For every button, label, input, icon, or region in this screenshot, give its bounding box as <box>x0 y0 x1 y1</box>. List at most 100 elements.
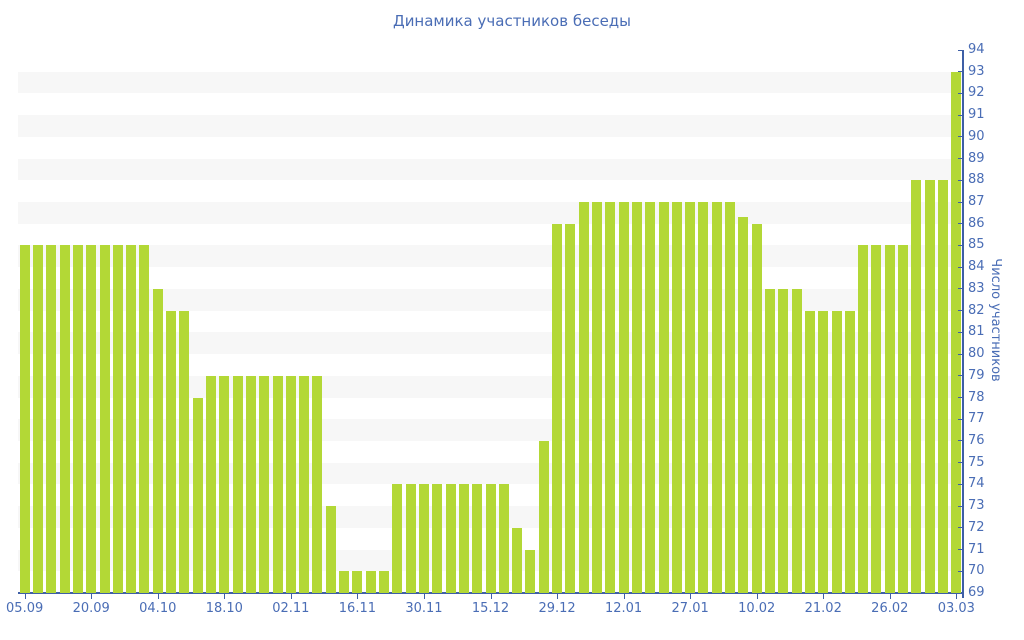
bar[interactable] <box>86 245 97 593</box>
bar[interactable] <box>618 202 629 593</box>
bar[interactable] <box>192 397 203 593</box>
x-axis-tick <box>490 594 492 599</box>
bar[interactable] <box>884 245 895 593</box>
bar[interactable] <box>418 484 429 593</box>
bar[interactable] <box>525 549 536 593</box>
y-axis-tick-label: 70 <box>968 563 985 579</box>
y-axis-tick-label: 73 <box>968 498 985 514</box>
bar[interactable] <box>685 202 696 593</box>
x-axis-tick <box>823 594 825 599</box>
bar[interactable] <box>565 223 576 593</box>
x-axis-tick-label: 04.10 <box>139 601 177 616</box>
bar[interactable] <box>871 245 882 593</box>
y-axis-tick <box>958 136 964 138</box>
bar[interactable] <box>658 202 669 593</box>
bar[interactable] <box>312 375 323 593</box>
bar[interactable] <box>645 202 656 593</box>
bar[interactable] <box>751 223 762 593</box>
bar[interactable] <box>19 245 30 593</box>
bar[interactable] <box>738 217 749 593</box>
y-axis-tick <box>958 375 964 377</box>
x-axis-tick <box>423 594 425 599</box>
y-axis-tick <box>958 353 964 355</box>
x-axis-tick-label: 05.09 <box>6 601 44 616</box>
bar[interactable] <box>219 375 230 593</box>
bar[interactable] <box>552 223 563 593</box>
x-axis-tick-label: 27.01 <box>671 601 709 616</box>
bar[interactable] <box>844 310 855 593</box>
bar[interactable] <box>924 180 935 593</box>
bar[interactable] <box>472 484 483 593</box>
bar[interactable] <box>352 571 363 593</box>
y-axis-tick <box>958 570 964 572</box>
y-axis-tick-label: 77 <box>968 411 985 427</box>
bar[interactable] <box>765 288 775 593</box>
bar[interactable] <box>139 245 150 593</box>
bar[interactable] <box>379 571 390 593</box>
x-axis-tick-label: 18.10 <box>205 601 243 616</box>
bar[interactable] <box>938 180 949 593</box>
bar[interactable] <box>166 310 177 593</box>
bar[interactable] <box>512 527 523 593</box>
bar[interactable] <box>911 180 922 593</box>
y-axis-tick-label: 71 <box>968 541 985 557</box>
plot-area <box>18 50 964 599</box>
bar[interactable] <box>791 288 802 593</box>
y-axis-tick-label: 87 <box>968 194 985 210</box>
x-axis-tick-label: 16.11 <box>338 601 376 616</box>
bar[interactable] <box>325 506 336 593</box>
bar[interactable] <box>671 202 682 593</box>
bar[interactable] <box>339 571 350 593</box>
y-axis-tick <box>958 266 964 268</box>
bar[interactable] <box>445 484 456 593</box>
bar[interactable] <box>46 245 57 593</box>
bar[interactable] <box>32 245 43 593</box>
bar[interactable] <box>898 245 909 593</box>
bar[interactable] <box>392 484 403 593</box>
bar[interactable] <box>272 375 283 593</box>
y-axis-title: Число участников <box>988 258 1003 382</box>
bar[interactable] <box>725 202 736 593</box>
y-axis-tick <box>958 92 964 94</box>
bar[interactable] <box>831 310 842 593</box>
bar[interactable] <box>179 310 190 593</box>
bar[interactable] <box>818 310 829 593</box>
bar[interactable] <box>538 440 549 593</box>
bar[interactable] <box>858 245 869 593</box>
bar[interactable] <box>365 571 376 593</box>
bar[interactable] <box>152 288 163 593</box>
bar[interactable] <box>591 202 602 593</box>
bar[interactable] <box>59 245 70 593</box>
bar[interactable] <box>99 245 110 593</box>
bar[interactable] <box>299 375 310 593</box>
bar[interactable] <box>245 375 256 593</box>
bar[interactable] <box>205 375 216 593</box>
bar[interactable] <box>259 375 270 593</box>
bar[interactable] <box>72 245 83 593</box>
y-axis-tick-label: 83 <box>968 280 985 296</box>
bar[interactable] <box>698 202 709 593</box>
bar[interactable] <box>605 202 616 593</box>
x-axis-tick-label: 10.02 <box>738 601 776 616</box>
x-axis-tick <box>956 594 958 599</box>
bar[interactable] <box>458 484 469 593</box>
bar[interactable] <box>951 71 962 593</box>
y-axis-tick-label: 84 <box>968 259 985 275</box>
bar[interactable] <box>804 310 815 593</box>
bar[interactable] <box>126 245 137 593</box>
bar[interactable] <box>485 484 496 593</box>
bar[interactable] <box>232 375 243 593</box>
bar[interactable] <box>711 202 722 593</box>
bar[interactable] <box>405 484 416 593</box>
bar[interactable] <box>285 375 296 593</box>
bar[interactable] <box>578 202 589 593</box>
bar[interactable] <box>432 484 443 593</box>
bar[interactable] <box>778 288 789 593</box>
chart-title: Динамика участников беседы <box>392 12 632 30</box>
bar[interactable] <box>112 245 123 593</box>
y-axis-tick <box>958 331 964 333</box>
y-axis-tick <box>958 418 964 420</box>
y-axis-tick <box>958 49 964 51</box>
bar[interactable] <box>498 484 509 593</box>
bar[interactable] <box>631 202 642 593</box>
